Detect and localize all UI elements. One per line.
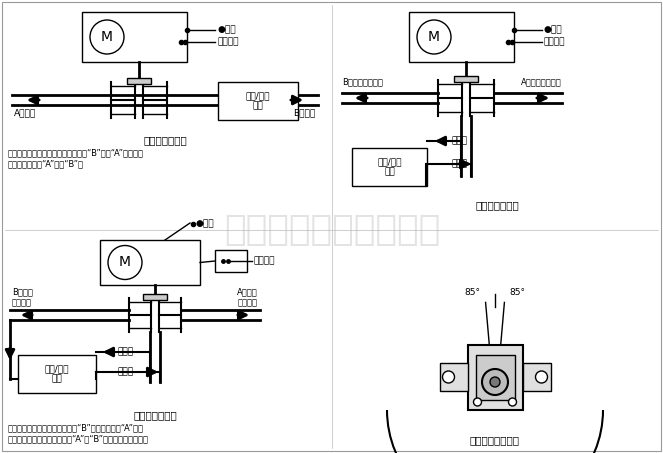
Text: A端出水: A端出水: [14, 108, 36, 117]
Bar: [522, 363, 550, 391]
Text: ●电源: ●电源: [217, 25, 235, 34]
Bar: [440, 363, 467, 391]
Text: 供水管: 供水管: [452, 136, 468, 145]
Text: 上海昭泰阀门有限公司: 上海昭泰阀门有限公司: [224, 213, 440, 247]
Circle shape: [90, 20, 124, 54]
Circle shape: [536, 371, 548, 383]
Text: 85°: 85°: [509, 289, 525, 298]
Bar: [127, 78, 151, 84]
Circle shape: [490, 377, 500, 387]
Text: M: M: [101, 30, 113, 44]
Text: 温控开关: 温控开关: [254, 256, 276, 265]
Circle shape: [417, 20, 451, 54]
Bar: [215, 250, 247, 272]
Text: 85°: 85°: [465, 289, 481, 298]
Circle shape: [108, 246, 142, 280]
Text: B端供应（常闭）: B端供应（常闭）: [342, 77, 383, 86]
Text: （图一）二通阀: （图一）二通阀: [143, 135, 187, 145]
Text: 冷却/加热
盘管: 冷却/加热 盘管: [44, 364, 69, 384]
Bar: [100, 240, 200, 285]
Text: 温控开关: 温控开关: [217, 38, 239, 47]
Circle shape: [473, 398, 481, 406]
Text: （图三）三通阀: （图三）三通阀: [133, 410, 177, 420]
Bar: [82, 12, 187, 62]
Text: A端旁通
（常开）: A端旁通 （常开）: [237, 288, 258, 307]
Bar: [218, 82, 298, 120]
Bar: [352, 148, 427, 186]
Circle shape: [482, 369, 508, 395]
Circle shape: [442, 371, 455, 383]
Text: 回水管: 回水管: [452, 159, 468, 169]
Text: B端进水: B端进水: [293, 108, 315, 117]
Bar: [454, 76, 478, 82]
Text: B端供应
（常闭）: B端供应 （常闭）: [12, 288, 33, 307]
Bar: [475, 355, 514, 400]
Text: （图四）安装角度: （图四）安装角度: [470, 435, 520, 445]
Text: （图二）三通阀: （图二）三通阀: [475, 200, 519, 210]
Text: M: M: [428, 30, 440, 44]
Text: M: M: [119, 255, 131, 270]
Text: 供水管: 供水管: [118, 347, 134, 357]
Circle shape: [509, 398, 516, 406]
Bar: [467, 345, 522, 410]
Text: 冷却/加热
盘管: 冷却/加热 盘管: [377, 157, 402, 177]
Bar: [143, 294, 167, 300]
Bar: [409, 12, 514, 62]
Text: 开阀门流动是由“A”端至“B”端: 开阀门流动是由“A”端至“B”端: [8, 159, 84, 168]
Text: 当安装常闭二通阀时，水流方向是由“B”端至“A”端，对常: 当安装常闭二通阀时，水流方向是由“B”端至“A”端，对常: [8, 148, 144, 157]
Text: ●电源: ●电源: [195, 220, 213, 228]
Text: A端旁通（常开）: A端旁通（常开）: [521, 77, 562, 86]
Bar: [18, 355, 96, 393]
Text: ●电源: ●电源: [544, 25, 563, 34]
Text: 回水管: 回水管: [118, 367, 134, 376]
Text: 温控开关: 温控开关: [544, 38, 566, 47]
Text: 旁通端，入口是没有标记的，“A”和“B”孔标记于阀体底部。: 旁通端，入口是没有标记的，“A”和“B”孔标记于阀体底部。: [8, 434, 149, 443]
Text: 冷却/加热
盘管: 冷却/加热 盘管: [246, 92, 271, 111]
Text: 三通阀：当安装分流三通阀时，“B”端为供应端，“A”端为: 三通阀：当安装分流三通阀时，“B”端为供应端，“A”端为: [8, 423, 144, 432]
